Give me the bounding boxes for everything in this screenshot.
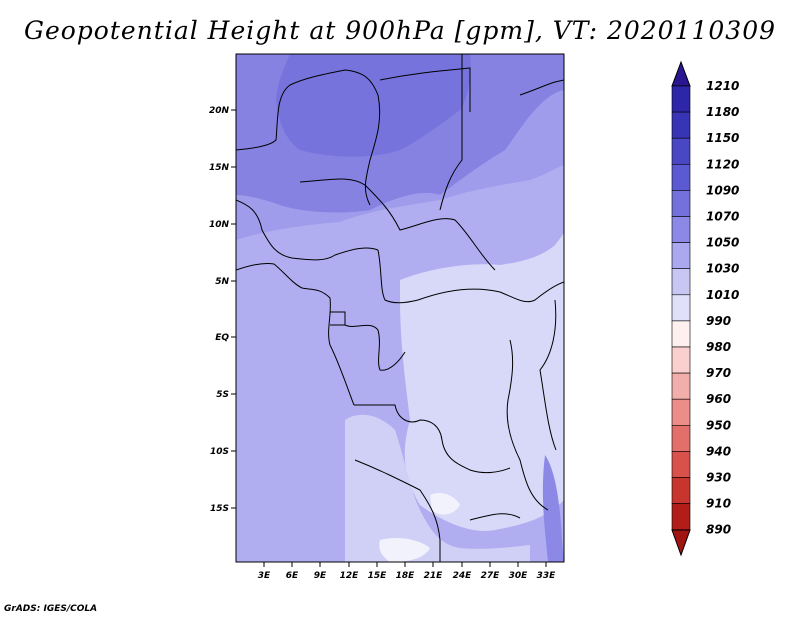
colorbar-level-label: 990: [706, 314, 731, 328]
lat-tick-label: 10S: [210, 447, 229, 457]
colorbar-cell: [671, 477, 691, 504]
colorbar: 1210 1180 1150 1120 1090 1070 1050 1030 1010 990 9…: [671, 60, 739, 557]
colorbar-level-label: 1120: [706, 157, 739, 171]
border-cameroon: [377, 249, 419, 304]
lat-tick-label: 5N: [215, 277, 229, 287]
lon-tick-label: 15E: [368, 571, 388, 581]
colorbar-level-label: 970: [706, 366, 731, 380]
lon-axis: 3E 6E 9E 12E 15E 18E 21E 24E 27E 30E 33E: [258, 562, 556, 581]
colorbar-level-label: 940: [706, 444, 731, 458]
colorbar-level-label: 930: [706, 471, 731, 485]
colorbar-level-label: 980: [706, 340, 731, 354]
lat-tick-label: 5S: [216, 390, 229, 400]
lon-tick-label: 6E: [286, 571, 299, 581]
colorbar-level-label: 1070: [706, 210, 739, 224]
border-lakes: [506, 339, 549, 511]
map-frame: [235, 53, 565, 563]
colorbar-cell: [671, 424, 691, 452]
colorbar-level-label: 950: [706, 418, 731, 432]
lon-tick-label: 27E: [481, 571, 501, 581]
lat-tick-label: EQ: [215, 333, 229, 343]
colorbar-level-label: 1210: [706, 79, 739, 93]
colorbar-cell: [671, 346, 691, 374]
border-egypt: [519, 79, 564, 96]
lon-tick-label: 9E: [314, 571, 327, 581]
border-car: [417, 281, 564, 303]
contour-990-patch-2: [430, 493, 460, 515]
border-gabon: [344, 324, 406, 371]
colorbar-cell: [671, 398, 691, 426]
lat-tick-label: 20N: [209, 106, 230, 116]
contour-990-patch: [379, 537, 430, 562]
colorbar-cell: [671, 164, 691, 191]
colorbar-level-label: 1090: [706, 183, 739, 197]
lon-tick-label: 21E: [424, 571, 444, 581]
lon-tick-label: 12E: [340, 571, 360, 581]
border-central: [299, 178, 496, 271]
colorbar-bottom-triangle: [671, 529, 691, 557]
lat-tick-label: 10N: [209, 220, 230, 230]
lon-tick-label: 24E: [453, 571, 473, 581]
colorbar-level-label: 960: [706, 392, 731, 406]
lon-tick-label: 33E: [537, 571, 557, 581]
borders: [236, 54, 564, 562]
colorbar-cell: [671, 451, 691, 478]
colorbar-cell: [671, 242, 691, 270]
coastline: [236, 263, 355, 406]
colorbar-level-label: 1180: [706, 105, 739, 119]
lat-tick-label: 15N: [209, 163, 230, 173]
colorbar-level-label: 1030: [706, 262, 739, 276]
border-west: [236, 199, 379, 261]
colorbar-cell: [671, 372, 691, 400]
contour-1030-south: [345, 414, 530, 562]
border-eqguinea: [330, 311, 346, 326]
colorbar-level-label: 910: [706, 497, 731, 511]
lon-tick-label: 18E: [396, 571, 416, 581]
colorbar-cell: [671, 190, 691, 217]
colorbar-top-triangle: [671, 60, 691, 87]
colorbar-cell: [671, 111, 691, 139]
border-sudan: [439, 54, 463, 211]
colorbar-level-label: 890: [706, 523, 731, 537]
contour-1010-region: [400, 230, 564, 531]
colorbar-cell: [671, 85, 691, 113]
border-north: [236, 69, 381, 206]
colorbar-level-label: 1050: [706, 236, 739, 250]
colorbar-cell: [671, 137, 691, 165]
lat-axis: 20N 15N 10N 5N EQ 5S 10S 15S: [209, 106, 236, 514]
credit-text: GrADS: IGES/COLA: [4, 604, 98, 614]
border-drc-south: [354, 404, 511, 474]
contour-1050-east: [542, 455, 564, 562]
colorbar-cell: [671, 268, 691, 296]
border-namibia: [354, 459, 441, 562]
lon-tick-label: 30E: [509, 571, 529, 581]
border-zambia: [469, 513, 521, 521]
colorbar-cell: [671, 320, 691, 348]
contour-1090-region: [276, 54, 471, 157]
chart-title: Geopotential Height at 900hPa [gpm], VT:…: [23, 16, 777, 45]
colorbar-cell: [671, 294, 691, 322]
colorbar-level-label: 1010: [706, 288, 739, 302]
border-east: [539, 299, 557, 451]
border-libya: [379, 67, 471, 112]
colorbar-level-label: 1150: [706, 131, 739, 145]
lon-tick-label: 3E: [258, 571, 271, 581]
contour-fill: [236, 54, 564, 562]
lat-tick-label: 15S: [210, 504, 229, 514]
colorbar-cell: [671, 503, 691, 531]
colorbar-cell: [671, 216, 691, 243]
